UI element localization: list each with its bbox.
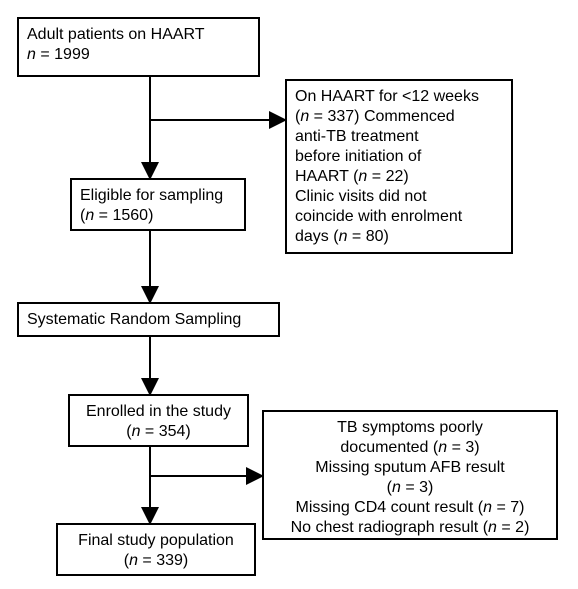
node-adult-patients: Adult patients on HAART n = 1999 xyxy=(17,17,260,77)
node-final: Final study population (n = 339) xyxy=(56,523,256,576)
node-line: Enrolled in the study xyxy=(86,403,231,420)
node-line: Clinic visits did not xyxy=(295,188,427,205)
node-line: On HAART for <12 weeks xyxy=(295,88,479,105)
node-line: (n = 354) xyxy=(126,423,191,440)
node-eligible: Eligible for sampling (n = 1560) xyxy=(70,178,246,231)
node-line: n = 1999 xyxy=(27,46,90,63)
node-line: Final study population xyxy=(78,532,234,549)
node-line: (n = 3) xyxy=(387,479,434,496)
node-line: Systematic Random Sampling xyxy=(27,311,241,328)
node-exclusion-1: On HAART for <12 weeks (n = 337) Commenc… xyxy=(285,79,513,254)
node-enrolled: Enrolled in the study (n = 354) xyxy=(68,394,249,447)
flowchart-canvas: Adult patients on HAART n = 1999 On HAAR… xyxy=(0,0,578,589)
node-line: Missing CD4 count result (n = 7) xyxy=(296,499,525,516)
node-line: (n = 339) xyxy=(124,552,189,569)
node-line: anti-TB treatment xyxy=(295,128,419,145)
node-line: (n = 337) Commenced xyxy=(295,108,455,125)
node-line: No chest radiograph result (n = 2) xyxy=(291,519,530,536)
node-line: documented (n = 3) xyxy=(340,439,479,456)
node-line: Adult patients on HAART xyxy=(27,26,205,43)
node-line: TB symptoms poorly xyxy=(337,419,483,436)
node-line: (n = 1560) xyxy=(80,207,153,224)
node-line: HAART (n = 22) xyxy=(295,168,409,185)
node-line: Eligible for sampling xyxy=(80,187,223,204)
node-exclusion-2: TB symptoms poorly documented (n = 3) Mi… xyxy=(262,410,558,540)
node-line: Missing sputum AFB result xyxy=(315,459,504,476)
node-line: days (n = 80) xyxy=(295,228,389,245)
node-sampling: Systematic Random Sampling xyxy=(17,302,280,337)
node-line: coincide with enrolment xyxy=(295,208,462,225)
node-line: before initiation of xyxy=(295,148,421,165)
